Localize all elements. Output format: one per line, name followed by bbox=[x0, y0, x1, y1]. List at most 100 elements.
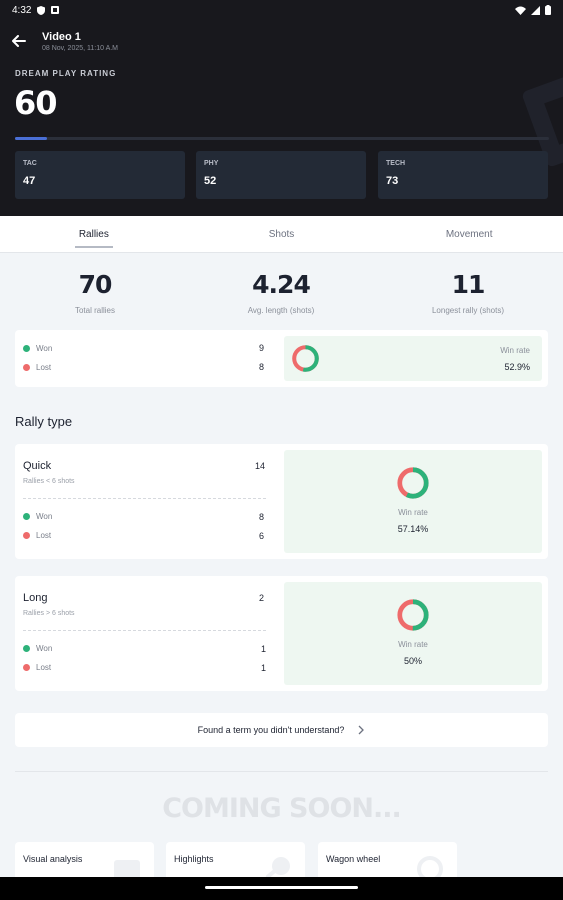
home-gesture-handle[interactable] bbox=[205, 886, 358, 889]
coming-card-label: Highlights bbox=[174, 854, 214, 864]
stat-value: 47 bbox=[23, 175, 36, 187]
lost-row: Lost bbox=[23, 363, 51, 372]
coming-soon-heading: COMING SOON... bbox=[162, 793, 402, 824]
won-row: Won bbox=[23, 644, 52, 653]
summary-avg-length: 4.24 Avg. length (shots) bbox=[211, 270, 351, 315]
wifi-icon bbox=[515, 6, 526, 15]
arrow-left-icon bbox=[12, 35, 26, 47]
won-count: 8 bbox=[259, 512, 265, 522]
rally-type-title: Rally type bbox=[15, 414, 73, 429]
lost-label: Lost bbox=[36, 531, 52, 540]
donut-won-segment bbox=[397, 599, 429, 631]
rally-type-count: 14 bbox=[255, 461, 266, 471]
win-rate-value: 50% bbox=[403, 656, 422, 666]
rally-type-card-quick: Quick 14 Rallies < 6 shots Won 8 Lost 6 … bbox=[15, 444, 548, 559]
stat-value: 52 bbox=[204, 175, 217, 187]
tab-movement[interactable]: Movement bbox=[445, 229, 493, 240]
lost-dot-icon bbox=[23, 532, 30, 539]
coming-card-highlights: Highlights bbox=[166, 842, 305, 882]
won-count: 9 bbox=[259, 343, 265, 353]
system-nav-bar bbox=[0, 877, 563, 900]
rally-type-card-long: Long 2 Rallies > 6 shots Won 1 Lost 1 Wi… bbox=[15, 576, 548, 691]
stat-value: 73 bbox=[386, 175, 399, 187]
coming-card-label: Wagon wheel bbox=[326, 854, 381, 864]
won-label: Won bbox=[36, 512, 53, 521]
coming-card-wagon-wheel: Wagon wheel bbox=[318, 842, 457, 882]
highlight-icon bbox=[265, 857, 290, 879]
win-rate-box: Win rate 52.9% bbox=[284, 336, 542, 381]
rating-progress-bar bbox=[15, 137, 549, 140]
win-rate-label: Win rate bbox=[398, 508, 428, 517]
glossary-link[interactable]: Found a term you didn't understand? bbox=[15, 713, 548, 747]
rally-type-subtitle: Rallies < 6 shots bbox=[23, 478, 75, 485]
summary-caption: Total rallies bbox=[74, 306, 115, 315]
tab-shots[interactable]: Shots bbox=[268, 229, 295, 240]
tab-bar: Rallies Shots Movement bbox=[0, 216, 563, 253]
stat-label: PHY bbox=[204, 160, 219, 167]
rating-label: DREAM PLAY RATING bbox=[15, 69, 117, 78]
win-rate-donut bbox=[292, 345, 319, 372]
lost-dot-icon bbox=[23, 664, 30, 671]
lost-label: Lost bbox=[36, 663, 52, 672]
divider bbox=[23, 630, 266, 631]
back-button[interactable] bbox=[12, 34, 30, 52]
won-label: Won bbox=[36, 344, 53, 353]
summary-total-rallies: 70 Total rallies bbox=[25, 270, 165, 315]
summary-value: 11 bbox=[451, 270, 486, 299]
rally-type-name: Long bbox=[23, 592, 48, 604]
rating-progress-fill bbox=[15, 137, 48, 140]
won-dot-icon bbox=[23, 645, 30, 652]
stat-label: TECH bbox=[386, 160, 406, 167]
coming-card-label: Visual analysis bbox=[23, 854, 83, 864]
battery-icon bbox=[545, 5, 551, 15]
match-header: Video 1 08 Nov, 2025, 11:10 A.M DREAM PL… bbox=[0, 20, 563, 216]
lost-row: Lost bbox=[23, 531, 51, 540]
win-rate-box: Win rate 50% bbox=[284, 582, 542, 685]
lost-dot-icon bbox=[23, 364, 30, 371]
summary-caption: Longest rally (shots) bbox=[431, 306, 505, 315]
rally-type-subtitle: Rallies > 6 shots bbox=[23, 610, 75, 617]
summary-caption: Avg. length (shots) bbox=[247, 306, 315, 315]
lost-label: Lost bbox=[36, 363, 52, 372]
summary-longest-rally: 11 Longest rally (shots) bbox=[398, 270, 538, 315]
lost-row: Lost bbox=[23, 663, 51, 672]
lost-count: 1 bbox=[261, 663, 267, 673]
lost-count: 8 bbox=[259, 362, 265, 372]
rating-value: 60 bbox=[14, 84, 58, 122]
chevron-right-icon bbox=[358, 725, 365, 735]
coming-card-visual-analysis: Visual analysis bbox=[15, 842, 154, 882]
win-rate-value: 52.9% bbox=[504, 362, 530, 372]
won-dot-icon bbox=[23, 513, 30, 520]
stat-card-phy: PHY 52 bbox=[196, 151, 366, 199]
donut-won-segment bbox=[292, 345, 319, 372]
won-row: Won bbox=[23, 512, 52, 521]
won-dot-icon bbox=[23, 345, 30, 352]
summary-value: 4.24 bbox=[252, 270, 311, 299]
glossary-link-text: Found a term you didn't understand? bbox=[197, 725, 345, 735]
shield-icon bbox=[37, 5, 46, 15]
image-icon bbox=[114, 860, 140, 882]
signal-icon bbox=[531, 5, 540, 15]
overall-result-card: Won 9 Lost 8 Win rate 52.9% bbox=[15, 330, 548, 387]
win-rate-label: Win rate bbox=[398, 640, 428, 649]
stat-card-tac: TAC 47 bbox=[15, 151, 185, 199]
rally-type-name: Quick bbox=[23, 460, 52, 472]
status-bar: 4:32 bbox=[0, 0, 563, 20]
app-notification-icon bbox=[51, 6, 60, 14]
video-date: 08 Nov, 2025, 11:10 A.M bbox=[42, 45, 119, 52]
rally-type-count: 2 bbox=[259, 593, 265, 603]
win-rate-value: 57.14% bbox=[397, 524, 429, 534]
win-rate-box: Win rate 57.14% bbox=[284, 450, 542, 553]
donut-won-segment bbox=[397, 467, 429, 499]
won-row: Won bbox=[23, 344, 52, 353]
win-rate-donut bbox=[397, 599, 429, 631]
stat-label: TAC bbox=[23, 160, 37, 167]
won-count: 1 bbox=[261, 644, 267, 654]
status-time: 4:32 bbox=[12, 4, 32, 16]
win-rate-label: Win rate bbox=[500, 346, 530, 355]
tab-rallies[interactable]: Rallies bbox=[0, 216, 188, 252]
lost-count: 6 bbox=[259, 531, 265, 541]
divider bbox=[23, 498, 266, 499]
section-divider bbox=[15, 771, 548, 772]
video-title: Video 1 bbox=[42, 31, 81, 43]
